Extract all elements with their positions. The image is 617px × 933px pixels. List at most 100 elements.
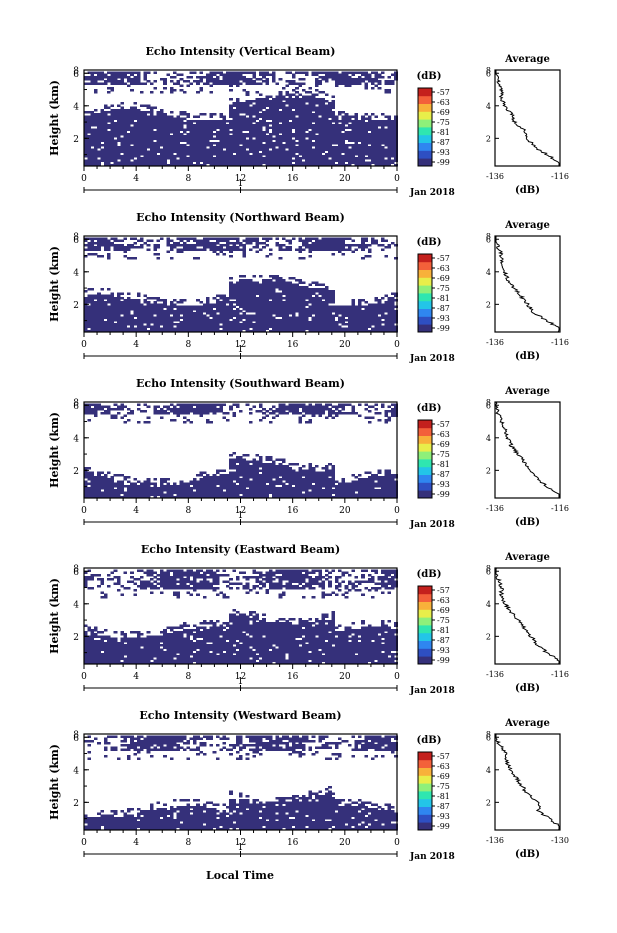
echo-cell: [272, 275, 276, 278]
echo-cell: [190, 246, 194, 249]
echo-cell: [355, 146, 359, 149]
echo-cell: [368, 78, 372, 81]
echo-cell: [94, 78, 98, 81]
echo-cell: [87, 244, 91, 247]
echo-cell: [239, 325, 243, 328]
echo-cell: [107, 91, 111, 94]
echo-cell: [242, 71, 246, 74]
echo-cell: [355, 248, 359, 251]
echo-cell: [209, 242, 213, 245]
echo-cell: [157, 122, 161, 125]
echo-cell: [183, 135, 187, 138]
echo-cell: [134, 102, 138, 105]
y-tick-label: 2: [73, 301, 79, 311]
echo-cell: [87, 487, 91, 490]
echo-cell: [305, 153, 309, 156]
echo-cell: [391, 162, 395, 165]
echo-cell: [249, 133, 253, 136]
echo-cell: [358, 135, 362, 138]
echo-cell: [110, 325, 114, 328]
echo-cell: [117, 151, 121, 154]
echo-cell: [374, 142, 378, 145]
echo-cell: [388, 319, 392, 322]
echo-cell: [302, 146, 306, 149]
echo-cell: [332, 118, 336, 121]
echo-cell: [130, 126, 134, 128]
echo-cell: [173, 246, 177, 249]
echo-cell: [378, 80, 382, 83]
echo-cell: [91, 248, 95, 251]
echo-cell: [117, 306, 121, 309]
echo-cell: [322, 148, 326, 151]
echo-cell: [143, 131, 147, 134]
echo-cell: [368, 76, 372, 79]
echo-cell: [176, 248, 180, 251]
echo-cell: [236, 308, 240, 311]
echo-cell: [114, 328, 118, 331]
echo-cell: [87, 489, 91, 492]
echo-cell: [295, 299, 299, 302]
echo-cell: [223, 82, 227, 85]
echo-cell: [318, 146, 322, 149]
echo-cell: [110, 308, 114, 311]
echo-cell: [160, 148, 164, 151]
echo-cell: [275, 162, 279, 165]
echo-cell: [308, 237, 312, 240]
echo-cell: [167, 148, 171, 151]
echo-cell: [110, 155, 114, 158]
echo-cell: [262, 148, 266, 151]
echo-cell: [107, 306, 111, 309]
echo-cell: [94, 237, 98, 240]
echo-cell: [124, 325, 128, 328]
echo-cell: [338, 328, 342, 331]
echo-cell: [157, 135, 161, 138]
echo-cell: [233, 244, 237, 247]
echo-cell: [216, 80, 220, 83]
echo-cell: [332, 319, 336, 322]
echo-cell: [252, 120, 256, 123]
echo-cell: [365, 244, 369, 247]
echo-cell: [176, 115, 180, 118]
echo-cell: [97, 135, 101, 138]
echo-cell: [242, 244, 246, 247]
echo-cell: [236, 246, 240, 249]
echo-cell: [315, 98, 319, 101]
echo-cell: [335, 153, 339, 156]
echo-cell: [124, 159, 128, 162]
echo-cell: [190, 306, 194, 309]
echo-cell: [160, 122, 164, 125]
echo-cell: [97, 474, 101, 477]
echo-cell: [213, 314, 217, 317]
echo-cell: [91, 312, 95, 315]
y-tick-label: 4: [73, 268, 79, 278]
echo-cell: [193, 257, 197, 260]
echo-cell: [332, 314, 336, 317]
echo-cell: [203, 137, 207, 140]
echo-cell: [219, 140, 223, 143]
echo-cell: [246, 93, 250, 96]
echo-cell: [94, 76, 98, 79]
echo-cell: [206, 306, 210, 309]
echo-cell: [292, 100, 296, 103]
colorbar-swatch: [418, 316, 432, 324]
echo-cell: [87, 419, 91, 422]
echo-cell: [200, 129, 204, 132]
echo-cell: [87, 151, 91, 154]
echo-cell: [186, 306, 190, 309]
echo-cell: [120, 142, 124, 145]
echo-cell: [315, 122, 319, 125]
echo-cell: [289, 111, 293, 114]
echo-cell: [124, 122, 128, 125]
echo-cell: [203, 144, 207, 147]
echo-cell: [104, 240, 108, 243]
echo-cell: [381, 122, 385, 125]
echo-cell: [246, 133, 250, 136]
echo-cell: [318, 299, 322, 302]
echo-cell: [134, 246, 138, 249]
echo-cell: [236, 137, 240, 140]
echo-cell: [233, 290, 237, 293]
echo-cell: [94, 308, 98, 311]
echo-cell: [91, 478, 95, 481]
echo-cell: [110, 76, 114, 79]
echo-cell: [239, 140, 243, 143]
